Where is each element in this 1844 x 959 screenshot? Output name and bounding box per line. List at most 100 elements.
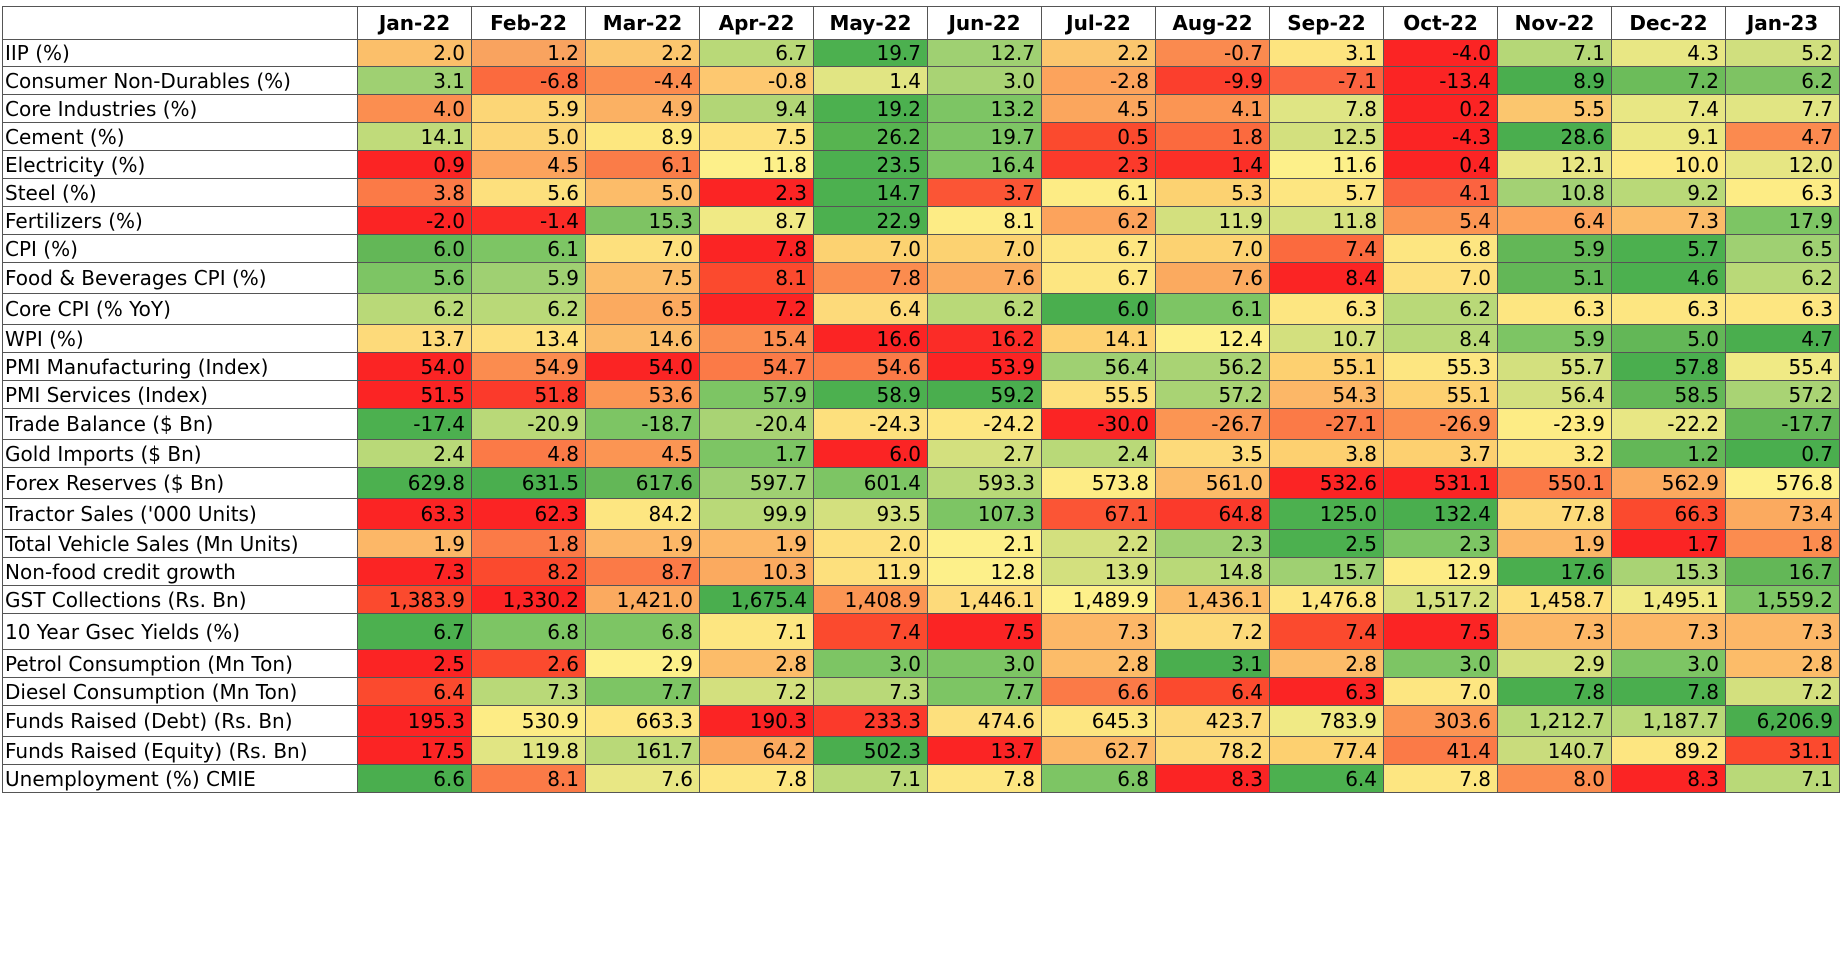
heatmap-cell: 597.7: [699, 467, 814, 499]
heatmap-cell: 2.4: [1041, 439, 1156, 468]
heatmap-cell: 57.9: [699, 380, 814, 409]
heatmap-cell: -6.8: [471, 66, 586, 95]
column-header: Oct-22: [1383, 6, 1498, 40]
heatmap-cell: 4.7: [1725, 122, 1840, 151]
heatmap-cell: 0.4: [1383, 150, 1498, 179]
heatmap-cell: 1.9: [699, 529, 814, 558]
heatmap-cell: 576.8: [1725, 467, 1840, 499]
table-row: PMI Manufacturing (Index) 54.0 54.9 54.0 54.…: [2, 352, 1840, 381]
heatmap-cell: 89.2: [1611, 736, 1726, 765]
heatmap-cell: 2.1: [927, 529, 1042, 558]
heatmap-cell: 63.3: [357, 498, 472, 530]
heatmap-cell: 7.7: [585, 677, 700, 706]
heatmap-cell: 6.2: [357, 293, 472, 325]
heatmap-cell: 6.2: [1041, 206, 1156, 235]
heatmap-cell: 77.4: [1269, 736, 1384, 765]
heatmap-cell: 1,383.9: [357, 585, 472, 614]
heatmap-cell: 532.6: [1269, 467, 1384, 499]
heatmap-cell: 1.8: [471, 529, 586, 558]
heatmap-cell: 6.5: [585, 293, 700, 325]
heatmap-cell: 2.0: [357, 39, 472, 67]
heatmap-cell: 17.5: [357, 736, 472, 765]
heatmap-cell: 10.0: [1611, 150, 1726, 179]
heatmap-cell: 631.5: [471, 467, 586, 499]
heatmap-cell: 6,206.9: [1725, 705, 1840, 737]
table-row: Cement (%) 14.1 5.0 8.9 7.5 26.2 19.7 0.5 1.8 12.…: [2, 122, 1840, 151]
heatmap-cell: 54.9: [471, 352, 586, 381]
heatmap-cell: 7.3: [471, 677, 586, 706]
heatmap-cell: 12.7: [927, 39, 1042, 67]
heatmap-cell: 1,489.9: [1041, 585, 1156, 614]
heatmap-cell: 7.2: [1611, 66, 1726, 95]
heatmap-cell: 2.8: [1269, 649, 1384, 678]
table-row: Total Vehicle Sales (Mn Units) 1.9 1.8 1.9 1…: [2, 529, 1840, 558]
heatmap-cell: 10.3: [699, 557, 814, 586]
row-label: Trade Balance ($ Bn): [2, 408, 358, 440]
heatmap-cell: 64.2: [699, 736, 814, 765]
heatmap-cell: 3.7: [1383, 439, 1498, 468]
heatmap-cell: 7.8: [1269, 94, 1384, 123]
heatmap-cell: 7.4: [1269, 234, 1384, 263]
heatmap-cell: 4.0: [357, 94, 472, 123]
heatmap-cell: -26.7: [1155, 408, 1270, 440]
heatmap-cell: 7.0: [927, 234, 1042, 263]
heatmap-cell: 1,436.1: [1155, 585, 1270, 614]
heatmap-cell: 2.3: [699, 178, 814, 207]
heatmap-cell: -7.1: [1269, 66, 1384, 95]
heatmap-cell: 1,559.2: [1725, 585, 1840, 614]
heatmap-cell: 5.1: [1497, 262, 1612, 294]
heatmap-cell: 593.3: [927, 467, 1042, 499]
heatmap-cell: 663.3: [585, 705, 700, 737]
heatmap-cell: 12.0: [1725, 150, 1840, 179]
heatmap-cell: 7.3: [813, 677, 928, 706]
heatmap-cell: 1,495.1: [1611, 585, 1726, 614]
heatmap-cell: 2.2: [1041, 529, 1156, 558]
heatmap-cell: 8.4: [1383, 324, 1498, 353]
heatmap-cell: 0.5: [1041, 122, 1156, 151]
heatmap-cell: 6.4: [1497, 206, 1612, 235]
table-row: Electricity (%) 0.9 4.5 6.1 11.8 23.5 16.4 2.3 1…: [2, 150, 1840, 179]
table-body: IIP (%) 2.0 1.2 2.2 6.7 19.7 12.7 2.2 -0.7 3.1 -4.…: [2, 39, 1840, 793]
heatmap-cell: 7.0: [585, 234, 700, 263]
heatmap-cell: -4.3: [1383, 122, 1498, 151]
heatmap-cell: 1,458.7: [1497, 585, 1612, 614]
heatmap-cell: 5.0: [585, 178, 700, 207]
heatmap-cell: 54.0: [585, 352, 700, 381]
row-label: Gold Imports ($ Bn): [2, 439, 358, 468]
heatmap-cell: 5.5: [1497, 94, 1612, 123]
heatmap-cell: 2.7: [927, 439, 1042, 468]
heatmap-cell: 5.6: [357, 262, 472, 294]
heatmap-cell: -22.2: [1611, 408, 1726, 440]
heatmap-cell: 4.6: [1611, 262, 1726, 294]
heatmap-cell: 474.6: [927, 705, 1042, 737]
heatmap-cell: 16.2: [927, 324, 1042, 353]
heatmap-cell: 1,330.2: [471, 585, 586, 614]
column-header: Jul-22: [1041, 6, 1156, 40]
row-label: GST Collections (Rs. Bn): [2, 585, 358, 614]
heatmap-cell: 6.8: [1041, 764, 1156, 793]
heatmap-table: Jan-22 Feb-22 Mar-22 Apr-22 May-22 Jun-22 Jul-…: [2, 6, 1840, 793]
heatmap-cell: 2.0: [813, 529, 928, 558]
heatmap-cell: 617.6: [585, 467, 700, 499]
heatmap-cell: 14.1: [1041, 324, 1156, 353]
heatmap-cell: 4.1: [1383, 178, 1498, 207]
heatmap-cell: 57.2: [1725, 380, 1840, 409]
heatmap-cell: 7.4: [1611, 94, 1726, 123]
heatmap-cell: 3.8: [357, 178, 472, 207]
heatmap-cell: 93.5: [813, 498, 928, 530]
heatmap-cell: 59.2: [927, 380, 1042, 409]
heatmap-cell: 54.7: [699, 352, 814, 381]
heatmap-cell: 3.8: [1269, 439, 1384, 468]
heatmap-cell: 8.3: [1611, 764, 1726, 793]
column-header: Dec-22: [1611, 6, 1726, 40]
heatmap-cell: 54.6: [813, 352, 928, 381]
heatmap-cell: -2.8: [1041, 66, 1156, 95]
heatmap-cell: 51.8: [471, 380, 586, 409]
heatmap-cell: 562.9: [1611, 467, 1726, 499]
row-label: Cement (%): [2, 122, 358, 151]
heatmap-cell: 78.2: [1155, 736, 1270, 765]
heatmap-cell: 6.4: [1155, 677, 1270, 706]
row-label: Core CPI (% YoY): [2, 293, 358, 325]
heatmap-cell: 7.3: [357, 557, 472, 586]
heatmap-cell: 6.1: [1041, 178, 1156, 207]
